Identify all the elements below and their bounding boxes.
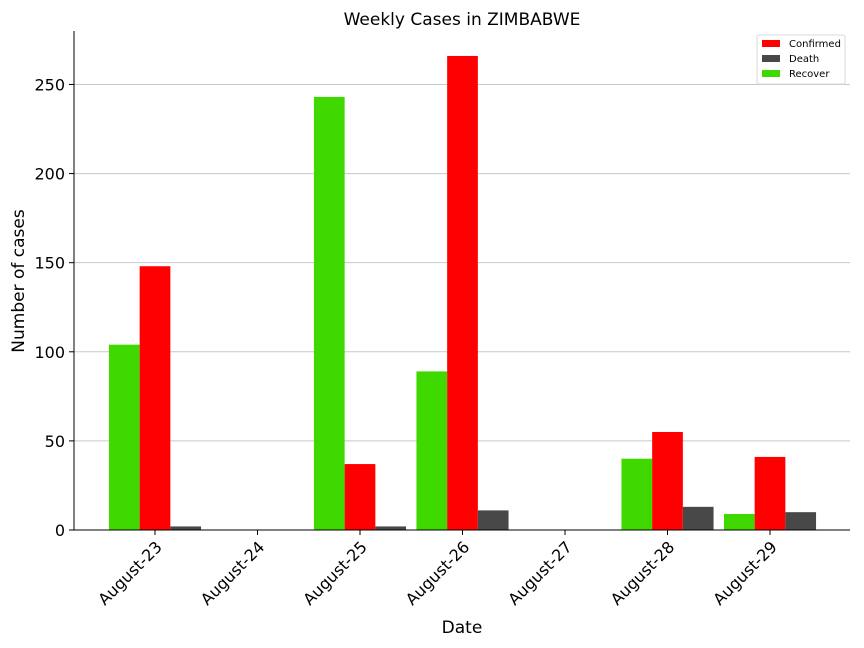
bar-death [785,512,817,530]
bar-recover [108,344,140,530]
legend-swatch-confirmed [762,40,780,47]
legend-swatch-death [762,55,780,62]
bar-death [375,526,407,530]
y-tick-label: 100 [34,343,65,362]
bar-death [170,526,202,530]
bars [108,55,817,530]
x-tick-label: August-29 [709,537,781,609]
legend-label-death: Death [789,54,819,65]
x-tick-label: August-27 [504,537,576,609]
y-axis-label: Number of cases [9,209,29,353]
bar-recover [313,96,345,530]
bar-death [477,510,509,530]
legend-label-recover: Recover [789,69,830,80]
y-tick-label: 200 [34,165,65,184]
x-tick-label: August-26 [402,537,474,609]
bar-confirmed [754,456,786,530]
bar-confirmed [139,266,171,530]
bar-death [682,506,714,530]
x-axis-label: Date [442,618,483,638]
legend: Confirmed Death Recover [756,34,846,85]
bar-confirmed [652,431,683,530]
y-ticks: 0 50 100 150 200 250 [34,75,74,540]
bar-recover [621,458,653,530]
legend-swatch-recover [762,70,780,77]
y-tick-label: 250 [34,75,65,94]
bar-confirmed [344,464,376,530]
bar-confirmed [447,55,478,530]
x-ticks: August-23 August-24 August-25 August-26 Augu… [94,530,781,609]
y-tick-label: 50 [45,432,65,451]
x-tick-label: August-24 [197,537,269,609]
y-tick-label: 0 [55,521,65,540]
bar-recover [416,371,448,530]
x-tick-label: August-28 [607,537,679,609]
bar-recover [723,513,755,530]
x-tick-label: August-23 [94,537,166,609]
legend-label-confirmed: Confirmed [789,39,841,50]
x-tick-label: August-25 [299,537,371,609]
y-tick-label: 150 [34,254,65,273]
chart-title: Weekly Cases in ZIMBABWE [344,10,581,30]
